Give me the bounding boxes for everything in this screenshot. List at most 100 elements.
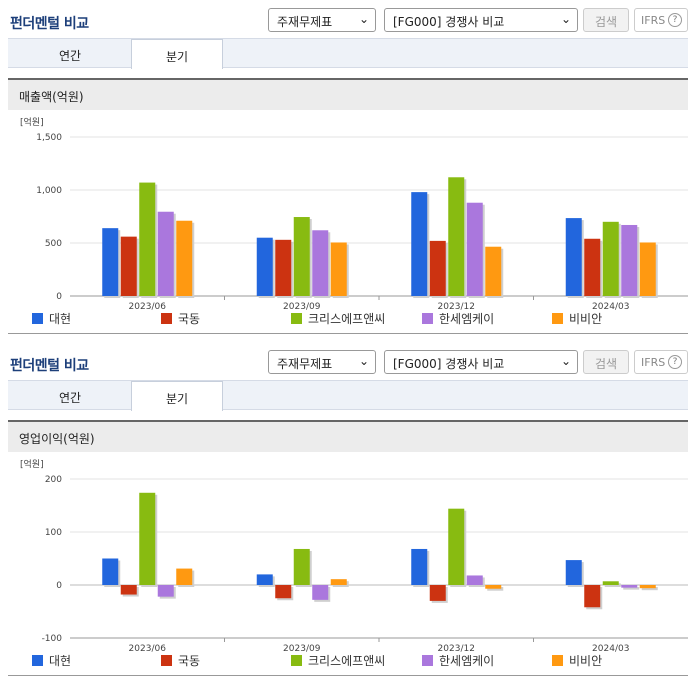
- search-button[interactable]: 검색: [583, 350, 629, 374]
- tab-quarter[interactable]: 분기: [131, 39, 223, 69]
- bar-비비안: [485, 246, 502, 296]
- bar-크리스에프앤씨: [448, 177, 465, 296]
- legend-item[interactable]: 크리스에프앤씨: [291, 310, 385, 327]
- section-title: 매출액(억원): [8, 78, 688, 110]
- chevron-down-icon: ⌄: [358, 354, 369, 368]
- statement-select-value: 주재무제표: [277, 15, 333, 29]
- bar-대현: [411, 192, 428, 296]
- bar-국동: [120, 585, 137, 595]
- legend-item[interactable]: 국동: [161, 652, 200, 669]
- bar-국동: [275, 585, 292, 599]
- bar-shadow: [641, 587, 658, 591]
- bar-shadow: [604, 583, 621, 587]
- y-tick-label: 0: [56, 292, 62, 302]
- operating-profit-chart-svg: [억원] -100 0 100 200 2023/06 2023/09 2023/12 2024…: [20, 458, 688, 654]
- legend-item[interactable]: 한세엠케이: [422, 652, 494, 669]
- ifrs-button[interactable]: IFRS?: [634, 8, 688, 32]
- legend-item[interactable]: 한세엠케이: [422, 310, 494, 327]
- revenue-chart-svg: [억원] 0 500 1,000 1,500 2023/06 2023/09 2023/12 2…: [20, 116, 688, 312]
- bar-대현: [411, 548, 428, 585]
- legend-swatch: [422, 313, 433, 324]
- y-tick-label: -100: [42, 634, 63, 644]
- bar-크리스에프앤씨: [602, 581, 619, 585]
- unit-label: [억원]: [20, 116, 44, 128]
- bar-국동: [584, 238, 601, 296]
- bar-국동: [584, 585, 601, 608]
- tab-quarter[interactable]: 분기: [131, 381, 223, 411]
- section-title: 영업이익(억원): [8, 420, 688, 452]
- legend-label: 한세엠케이: [439, 312, 495, 326]
- legend-swatch: [291, 313, 302, 324]
- legend-item[interactable]: 비비안: [552, 652, 602, 669]
- panel-revenue: 펀더멘털 비교 주재무제표 ⌄ [FG000] 경쟁사 비교 ⌄ 검색 IFRS? …: [8, 8, 688, 334]
- legend-label: 대현: [49, 312, 72, 326]
- search-button[interactable]: 검색: [583, 8, 629, 32]
- divider: [8, 333, 688, 334]
- bar-크리스에프앤씨: [293, 548, 310, 585]
- bar-크리스에프앤씨: [293, 217, 310, 296]
- bar-비비안: [330, 242, 347, 296]
- chevron-down-icon: ⌄: [560, 12, 571, 26]
- tab-annual[interactable]: 연간: [58, 49, 82, 63]
- bar-크리스에프앤씨: [139, 182, 156, 296]
- legend-swatch: [161, 655, 172, 666]
- statement-select-value: 주재무제표: [277, 357, 333, 371]
- chevron-down-icon: ⌄: [560, 354, 571, 368]
- y-tick-label: 0: [56, 581, 62, 591]
- x-tick-label: 2023/12: [438, 302, 475, 310]
- bar-비비안: [176, 220, 193, 296]
- bar-대현: [565, 218, 582, 296]
- legend-label: 비비안: [569, 312, 603, 326]
- bar-대현: [256, 574, 273, 585]
- ifrs-label: IFRS: [641, 356, 666, 369]
- x-tick-label: 2024/03: [592, 302, 629, 310]
- bar-한세엠케이: [312, 230, 329, 296]
- peer-select[interactable]: [FG000] 경쟁사 비교 ⌄: [384, 8, 578, 32]
- legend-swatch: [291, 655, 302, 666]
- bar-국동: [275, 239, 292, 296]
- bar-국동: [429, 585, 446, 601]
- operating-profit-chart: [억원] -100 0 100 200 2023/06 2023/09 2023/12 2024…: [8, 452, 688, 674]
- statement-select[interactable]: 주재무제표 ⌄: [268, 8, 376, 32]
- x-tick-label: 2023/06: [129, 302, 167, 310]
- help-icon[interactable]: ?: [668, 13, 682, 27]
- legend-label: 크리스에프앤씨: [308, 312, 386, 326]
- bar-대현: [102, 228, 119, 296]
- chevron-down-icon: ⌄: [358, 12, 369, 26]
- tab-annual[interactable]: 연간: [58, 391, 82, 405]
- chart-legend: 대현 국동 크리스에프앤씨 한세엠케이 비비안: [0, 652, 680, 670]
- peer-select-value: [FG000] 경쟁사 비교: [393, 15, 505, 29]
- divider: [8, 675, 688, 676]
- bar-shadow: [623, 587, 640, 590]
- statement-select[interactable]: 주재무제표 ⌄: [268, 350, 376, 374]
- x-tick-label: 2023/06: [129, 644, 167, 652]
- legend-label: 비비안: [569, 654, 603, 668]
- y-tick-label: 100: [45, 528, 62, 538]
- help-icon[interactable]: ?: [668, 355, 682, 369]
- y-tick-label: 1,000: [36, 186, 62, 196]
- legend-item[interactable]: 비비안: [552, 310, 602, 327]
- legend-item[interactable]: 크리스에프앤씨: [291, 652, 385, 669]
- y-tick-label: 1,500: [36, 133, 62, 143]
- peer-select-value: [FG000] 경쟁사 비교: [393, 357, 505, 371]
- bar-한세엠케이: [157, 211, 174, 296]
- bar-비비안: [639, 242, 656, 296]
- legend-item[interactable]: 대현: [32, 310, 71, 327]
- panel-title: 펀더멘털 비교: [10, 16, 89, 32]
- panel-operating-profit: 펀더멘털 비교 주재무제표 ⌄ [FG000] 경쟁사 비교 ⌄ 검색 IFRS? …: [0, 342, 696, 684]
- bar-한세엠케이: [621, 224, 638, 296]
- legend-label: 국동: [178, 654, 201, 668]
- ifrs-button[interactable]: IFRS?: [634, 350, 688, 374]
- bar-비비안: [330, 579, 347, 585]
- legend-item[interactable]: 대현: [32, 652, 71, 669]
- legend-swatch: [32, 655, 43, 666]
- bar-한세엠케이: [312, 585, 329, 600]
- x-tick-label: 2024/03: [592, 644, 629, 652]
- legend-item[interactable]: 국동: [161, 310, 200, 327]
- peer-select[interactable]: [FG000] 경쟁사 비교 ⌄: [384, 350, 578, 374]
- legend-swatch: [32, 313, 43, 324]
- period-tabs: 연간 분기: [8, 38, 688, 69]
- bar-크리스에프앤씨: [139, 492, 156, 585]
- bar-국동: [429, 240, 446, 296]
- x-tick-label: 2023/09: [283, 302, 321, 310]
